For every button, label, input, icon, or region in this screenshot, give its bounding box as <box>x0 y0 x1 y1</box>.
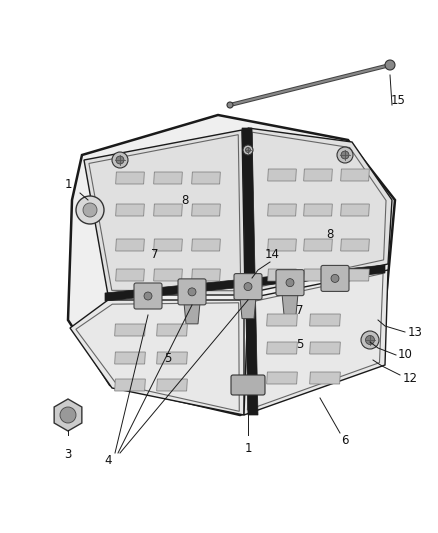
Polygon shape <box>192 269 220 281</box>
Polygon shape <box>282 294 298 314</box>
Text: 4: 4 <box>104 454 112 466</box>
Polygon shape <box>240 297 256 319</box>
Polygon shape <box>115 324 145 336</box>
Polygon shape <box>154 172 182 184</box>
Polygon shape <box>157 379 187 391</box>
Polygon shape <box>304 239 332 251</box>
Polygon shape <box>304 269 332 281</box>
Polygon shape <box>267 342 297 354</box>
Circle shape <box>116 156 124 164</box>
Text: 5: 5 <box>164 351 172 365</box>
Circle shape <box>246 148 251 152</box>
Polygon shape <box>154 239 182 251</box>
Polygon shape <box>267 372 297 384</box>
Polygon shape <box>84 130 245 295</box>
Circle shape <box>365 335 374 344</box>
Circle shape <box>286 279 294 287</box>
Text: 14: 14 <box>265 248 279 262</box>
Polygon shape <box>154 269 182 281</box>
Polygon shape <box>341 269 369 281</box>
FancyBboxPatch shape <box>234 273 262 300</box>
Polygon shape <box>54 399 82 431</box>
Polygon shape <box>116 269 144 281</box>
Polygon shape <box>116 239 144 251</box>
Text: 7: 7 <box>296 303 304 317</box>
Polygon shape <box>192 204 220 216</box>
FancyBboxPatch shape <box>321 265 349 292</box>
Polygon shape <box>268 239 296 251</box>
Polygon shape <box>242 128 258 415</box>
FancyBboxPatch shape <box>231 375 265 395</box>
Polygon shape <box>115 352 145 364</box>
Text: 13: 13 <box>408 326 422 338</box>
Polygon shape <box>310 372 340 384</box>
Polygon shape <box>192 172 220 184</box>
Circle shape <box>341 151 349 159</box>
Polygon shape <box>244 270 388 415</box>
Text: 1: 1 <box>244 441 252 455</box>
Text: 10: 10 <box>398 349 413 361</box>
Polygon shape <box>310 342 340 354</box>
Circle shape <box>112 152 128 168</box>
Circle shape <box>144 292 152 300</box>
Text: 8: 8 <box>326 229 334 241</box>
Polygon shape <box>192 239 220 251</box>
Polygon shape <box>268 204 296 216</box>
Circle shape <box>361 331 379 349</box>
Circle shape <box>385 60 395 70</box>
Circle shape <box>337 147 353 163</box>
Polygon shape <box>304 204 332 216</box>
Circle shape <box>83 203 97 217</box>
Polygon shape <box>68 115 395 415</box>
Polygon shape <box>116 204 144 216</box>
Circle shape <box>188 288 196 296</box>
Polygon shape <box>341 204 369 216</box>
Text: 15: 15 <box>391 93 406 107</box>
Circle shape <box>244 282 252 290</box>
Polygon shape <box>70 300 244 415</box>
Polygon shape <box>267 314 297 326</box>
Circle shape <box>227 102 233 108</box>
Circle shape <box>243 145 253 155</box>
Polygon shape <box>105 265 385 301</box>
Text: 7: 7 <box>151 248 159 262</box>
Polygon shape <box>268 169 296 181</box>
Polygon shape <box>304 169 332 181</box>
Text: 12: 12 <box>403 372 417 384</box>
Polygon shape <box>310 314 340 326</box>
Circle shape <box>60 407 76 423</box>
Polygon shape <box>268 269 296 281</box>
Polygon shape <box>341 239 369 251</box>
Text: 8: 8 <box>181 193 189 206</box>
Circle shape <box>331 274 339 282</box>
Text: 1: 1 <box>64 179 72 191</box>
FancyBboxPatch shape <box>134 283 162 309</box>
Polygon shape <box>184 303 200 324</box>
Text: 6: 6 <box>341 433 349 447</box>
Circle shape <box>76 196 104 224</box>
Polygon shape <box>154 204 182 216</box>
Polygon shape <box>115 379 145 391</box>
Polygon shape <box>116 172 144 184</box>
Text: 3: 3 <box>64 448 72 462</box>
Polygon shape <box>157 324 187 336</box>
Text: 5: 5 <box>297 338 304 351</box>
Polygon shape <box>157 352 187 364</box>
Polygon shape <box>341 169 369 181</box>
Polygon shape <box>248 128 392 293</box>
FancyBboxPatch shape <box>178 279 206 305</box>
FancyBboxPatch shape <box>276 270 304 296</box>
